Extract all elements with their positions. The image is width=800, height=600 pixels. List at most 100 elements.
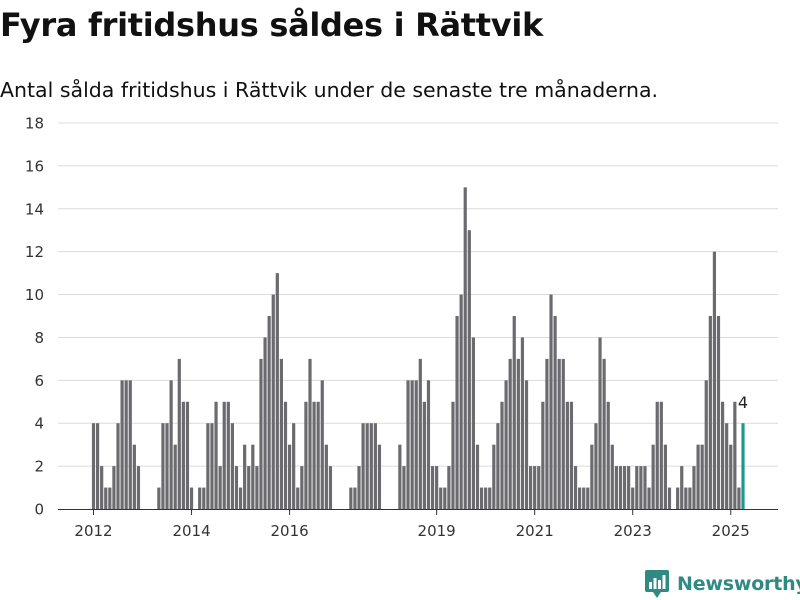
- bar: [627, 466, 631, 509]
- bar: [631, 487, 635, 509]
- bar: [226, 401, 230, 509]
- bar: [157, 487, 161, 509]
- y-tick-label: 18: [25, 115, 44, 133]
- bar: [296, 487, 300, 509]
- bar: [471, 337, 475, 509]
- bar: [676, 487, 680, 509]
- bar: [725, 423, 729, 509]
- bar: [328, 466, 333, 509]
- bar: [234, 466, 239, 509]
- bar: [647, 487, 651, 509]
- bar: [402, 466, 406, 509]
- bars: [91, 187, 745, 510]
- bar: [181, 401, 185, 509]
- bar: [267, 316, 271, 509]
- bar: [251, 444, 255, 509]
- bar: [422, 401, 426, 509]
- bar: [320, 380, 324, 509]
- y-tick-label: 2: [34, 458, 44, 476]
- newsworthy-brand: Newsworthy: [644, 569, 800, 599]
- bar: [108, 487, 112, 509]
- bar: [247, 466, 251, 509]
- bar: [492, 444, 496, 509]
- bar: [459, 294, 463, 509]
- bar: [667, 487, 672, 509]
- bar: [169, 380, 173, 509]
- bar: [120, 380, 124, 509]
- bar: [729, 444, 733, 509]
- bar: [561, 358, 565, 509]
- bar: [189, 487, 194, 509]
- brand-name: Newsworthy: [677, 573, 800, 595]
- bar: [529, 466, 533, 509]
- bar: [398, 444, 402, 509]
- x-tick-label: 2016: [270, 522, 308, 540]
- bar: [104, 487, 108, 509]
- chart-subtitle: Antal sålda fritidshus i Rättvik under d…: [0, 78, 659, 102]
- bar: [279, 358, 284, 509]
- bar: [439, 487, 443, 509]
- bar: [602, 358, 606, 509]
- bar: [304, 401, 308, 509]
- bar: [161, 423, 165, 509]
- y-tick-label: 6: [34, 372, 44, 390]
- bar: [357, 466, 361, 509]
- bar: [353, 487, 357, 509]
- bar: [116, 423, 120, 509]
- bar: [484, 487, 488, 509]
- last-value-label: 4: [738, 393, 748, 412]
- chart-title: Fyra fritidshus såldes i Rättvik: [0, 6, 543, 44]
- y-tick-label: 16: [25, 157, 44, 175]
- bar: [500, 401, 504, 509]
- x-tick-label: 2019: [418, 522, 456, 540]
- bar: [692, 466, 696, 509]
- bar: [275, 273, 279, 509]
- bar: [516, 358, 520, 509]
- bar: [578, 487, 582, 509]
- y-gridlines: [58, 122, 778, 467]
- bar: [406, 380, 410, 509]
- bar: [488, 487, 492, 509]
- bar: [716, 316, 721, 509]
- x-tick-label: 2021: [516, 522, 554, 540]
- bar: [435, 466, 439, 509]
- bar: [128, 380, 132, 509]
- bar: [218, 466, 222, 509]
- bar: [324, 444, 328, 509]
- bar: [508, 358, 512, 509]
- bar: [455, 316, 459, 509]
- bar: [198, 487, 202, 509]
- bar: [733, 401, 737, 509]
- bar: [737, 487, 741, 509]
- bar: [479, 487, 484, 509]
- bar: [283, 401, 288, 509]
- bar: [700, 444, 704, 509]
- bar: [173, 444, 177, 509]
- bar: [688, 487, 692, 509]
- bar: [720, 401, 725, 509]
- bar: [177, 358, 181, 509]
- bar: [549, 294, 553, 509]
- bar: [598, 337, 602, 509]
- bar: [520, 337, 525, 509]
- x-tick-label: 2012: [74, 522, 112, 540]
- y-tick-label: 0: [34, 501, 44, 519]
- bar: [443, 487, 447, 509]
- bar: [292, 423, 296, 509]
- bar: [659, 401, 663, 509]
- bar: [582, 487, 586, 509]
- bar: [451, 401, 455, 509]
- bar: [475, 444, 480, 509]
- bar: [545, 358, 549, 509]
- bar: [680, 466, 684, 509]
- bar: [496, 423, 500, 509]
- y-tick-label: 4: [34, 415, 44, 433]
- bar: [651, 444, 655, 509]
- bar: [463, 187, 467, 509]
- y-tick-label: 10: [25, 286, 44, 304]
- bar: [663, 444, 667, 509]
- bar: [259, 358, 263, 509]
- bar: [202, 487, 206, 509]
- bar: [361, 423, 365, 509]
